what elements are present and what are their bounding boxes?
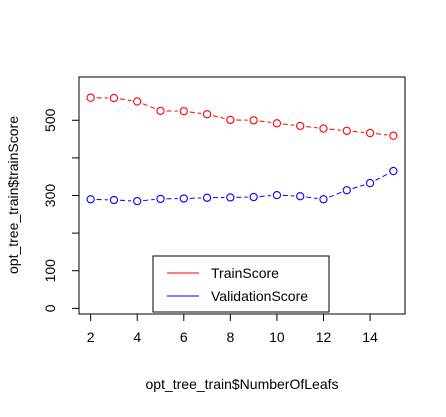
y-axis: 0 100 300 500 [42,108,79,312]
legend: TrainScore ValidationScore [153,256,329,312]
data-point [390,132,397,139]
series-line-segment [353,185,365,189]
data-point [250,117,257,124]
series-line-segment [329,192,341,197]
series-ValidationScore [87,167,397,204]
series-line-segment [353,131,364,132]
data-point [366,179,373,186]
data-point [180,195,187,202]
data-point [390,167,397,174]
series-line-segment [306,197,317,198]
data-point [250,193,257,200]
data-point [87,94,94,101]
y-tick-label: 300 [42,184,58,208]
data-point [134,198,141,205]
data-point [203,111,210,118]
data-point [366,129,373,136]
data-point [320,125,327,132]
data-point [110,196,117,203]
y-tick-label: 500 [42,108,58,132]
data-point [203,194,210,201]
data-point [110,94,117,101]
data-point [227,116,234,123]
data-point [343,127,350,134]
series-line-segment [283,124,294,125]
legend-label: TrainScore [211,265,279,281]
data-point [157,107,164,114]
x-tick-label: 10 [269,329,285,345]
series-layer [87,94,397,205]
data-point [134,98,141,105]
data-point [343,187,350,194]
x-tick-label: 4 [133,329,141,345]
x-tick-label: 12 [316,329,332,345]
series-line-segment [143,199,154,200]
series-line-segment [213,116,225,119]
series-line-segment [120,200,131,201]
series-line-segment [329,129,340,130]
x-tick-label: 2 [87,329,95,345]
x-axis-label: opt_tree_train$NumberOfLeafs [146,376,339,392]
series-line-segment [190,112,201,113]
series-TrainScore [87,94,397,139]
x-tick-label: 6 [180,329,188,345]
y-tick-label: 0 [42,304,58,312]
x-tick-label: 8 [226,329,234,345]
data-point [297,193,304,200]
data-point [273,120,280,127]
series-line-segment [306,127,317,128]
series-line-segment [260,196,271,197]
data-point [157,195,164,202]
series-line-segment [260,121,271,122]
series-line-segment [375,174,388,181]
legend-label: ValidationScore [211,288,308,304]
x-axis: 2 4 6 8 10 12 14 [87,314,378,345]
data-point [273,192,280,199]
data-point [320,196,327,203]
series-line-segment [143,104,155,109]
series-line-segment [283,195,294,196]
y-tick-label: 100 [42,259,58,283]
y-axis-label: opt_tree_train$trainScore [5,116,21,274]
series-line-segment [120,99,131,101]
data-point [297,122,304,129]
x-tick-label: 14 [362,329,378,345]
data-point [180,108,187,115]
series-line-segment [376,134,387,135]
data-point [87,196,94,203]
data-point [227,194,234,201]
